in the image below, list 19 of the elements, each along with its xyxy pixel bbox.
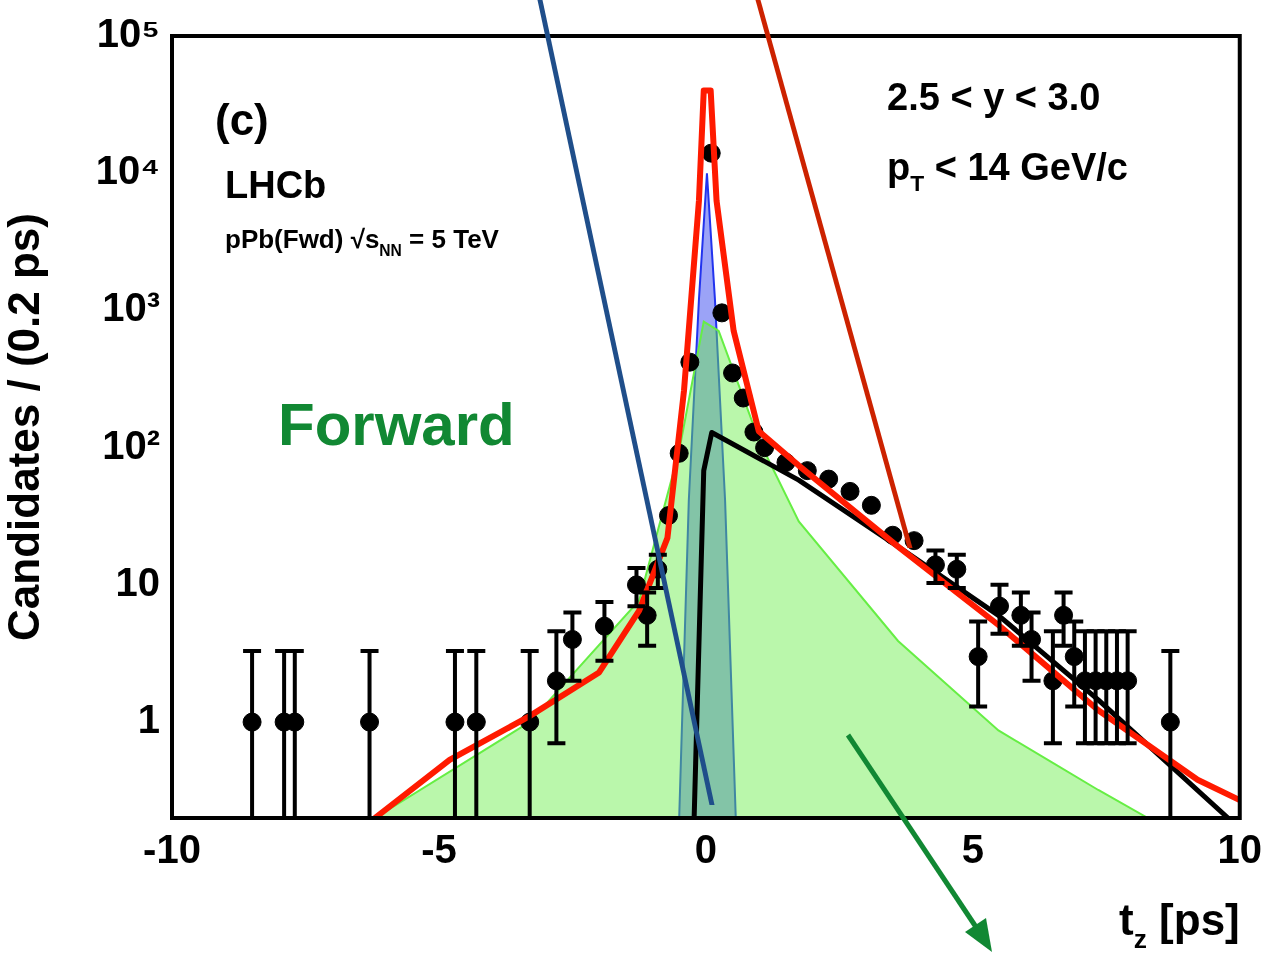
annotation: (c) [215, 95, 269, 144]
y-tick-label: 10⁵ [96, 11, 160, 56]
point [861, 495, 881, 515]
y-tick-label: 10 [115, 559, 160, 604]
x-tick-label: -5 [421, 827, 457, 872]
y-axis-title: Candidates / (0.2 ps) [0, 213, 48, 641]
y-tick-label: 1 [137, 697, 160, 742]
point [840, 481, 860, 501]
y-tick-label: 10² [102, 422, 160, 467]
annotation: Forward [278, 391, 515, 458]
x-tick-label: 5 [961, 827, 984, 872]
x-tick-label: 0 [694, 827, 717, 872]
point [723, 363, 743, 383]
annotation: LHCb [225, 164, 327, 206]
x-tick-label: -10 [143, 827, 201, 872]
annotation: 2.5 < y < 3.0 [887, 76, 1101, 118]
x-tick-label: 10 [1217, 827, 1262, 872]
y-tick-label: 10³ [102, 285, 160, 330]
y-tick-label: 10⁴ [95, 148, 160, 193]
